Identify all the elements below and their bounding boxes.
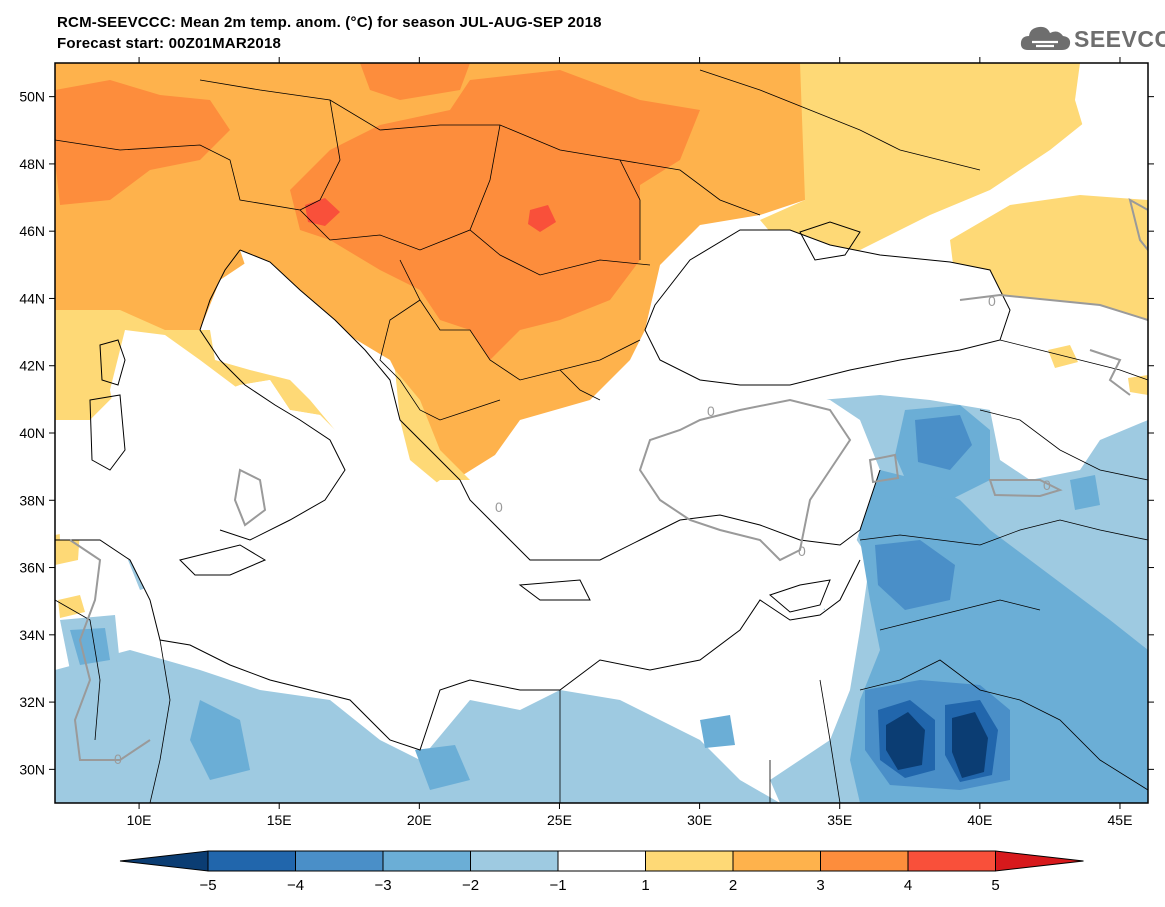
lon-tick-label: 30E — [687, 812, 712, 828]
cloud-icon — [1020, 26, 1071, 50]
lon-tick-label: 45E — [1108, 812, 1133, 828]
colorbar-segment — [732, 850, 821, 872]
lat-tick-label: 46N — [19, 223, 45, 239]
colorbar-label: −3 — [374, 877, 391, 894]
colorbar-segment — [207, 850, 296, 872]
colorbar-segment — [119, 850, 209, 872]
longitude-axis: 10E 15E 20E 25E 30E 35E 40E 45E — [127, 57, 1133, 828]
anomaly-fields — [55, 63, 1148, 803]
colorbar-label: 3 — [816, 877, 824, 894]
warm-anomaly-region — [55, 80, 230, 205]
lat-tick-label: 32N — [19, 694, 45, 710]
caspian-sea — [1075, 63, 1148, 200]
cool-anomaly-region — [700, 715, 735, 748]
colorbar-label: −4 — [287, 877, 304, 894]
forecast-start-label: Forecast start: 00Z01MAR2018 — [57, 35, 282, 52]
adriatic-sea — [240, 250, 400, 440]
warm-anomaly-region — [1048, 345, 1078, 368]
cool-anomaly-region — [875, 540, 955, 610]
colorbar-label: 5 — [991, 877, 999, 894]
contour-label: 0 — [707, 403, 715, 419]
cool-anomaly-region — [952, 712, 988, 778]
lon-tick-label: 25E — [547, 812, 572, 828]
colorbar-label: −5 — [199, 877, 216, 894]
country-borders — [55, 69, 1148, 803]
colorbar-label: 4 — [904, 877, 912, 894]
lat-tick-label: 30N — [19, 761, 45, 777]
warm-anomaly-region — [290, 70, 700, 360]
cool-anomaly-region — [915, 415, 972, 470]
zero-contour-lines — [69, 198, 1148, 761]
lat-tick-label: 38N — [19, 492, 45, 508]
lon-tick-label: 40E — [967, 812, 992, 828]
cool-anomaly-region — [190, 700, 250, 780]
warm-anomaly-region — [1128, 375, 1148, 395]
warm-anomaly-region — [528, 205, 556, 232]
latitude-axis: 50N 48N 46N 44N 42N 40N 38N 36N 34N 32N 30N — [19, 89, 1154, 777]
lat-tick-label: 40N — [19, 425, 45, 441]
colorbar-label: 1 — [641, 877, 649, 894]
lat-tick-label: 34N — [19, 627, 45, 643]
tyrrhenian-sea — [110, 330, 260, 500]
colorbar-label: −2 — [462, 877, 479, 894]
lon-tick-label: 35E — [827, 812, 852, 828]
black-sea — [645, 230, 1010, 385]
logo-text: SEEVCCC — [1074, 26, 1165, 52]
lat-tick-label: 36N — [19, 560, 45, 576]
colorbar-segment — [820, 850, 909, 872]
contour-labels: 0 0 0 0 0 0 — [114, 293, 1051, 767]
lon-tick-label: 15E — [267, 812, 292, 828]
colorbar-label: −1 — [549, 877, 566, 894]
mediterranean-sea — [55, 330, 880, 750]
lat-tick-label: 48N — [19, 156, 45, 172]
lat-tick-label: 44N — [19, 290, 45, 306]
contour-label: 0 — [1043, 477, 1051, 493]
colorbar: −5 −4 −3 −2 −1 1 2 3 4 5 — [119, 850, 1084, 894]
colorbar-segment — [557, 850, 646, 872]
warm-anomaly-region — [395, 370, 470, 500]
cool-anomaly-region — [886, 712, 925, 770]
seevccc-logo: SEEVCCC — [1018, 20, 1165, 56]
colorbar-segment — [382, 850, 471, 872]
colorbar-label: 2 — [729, 877, 737, 894]
colorbar-segment — [995, 850, 1084, 872]
colorbar-segment — [470, 850, 559, 872]
contour-label: 0 — [495, 499, 503, 515]
colorbar-segment — [645, 850, 734, 872]
contour-label: 0 — [114, 751, 122, 767]
colorbar-segment — [295, 850, 384, 872]
map-title: RCM-SEEVCCC: Mean 2m temp. anom. (°C) fo… — [57, 14, 602, 31]
cool-anomaly-region — [415, 745, 470, 790]
lat-tick-label: 42N — [19, 358, 45, 374]
lat-tick-label: 50N — [19, 89, 45, 105]
warm-anomaly-region — [760, 63, 1148, 265]
warm-anomaly-region — [305, 198, 340, 226]
lon-tick-label: 10E — [127, 812, 152, 828]
warm-anomaly-region — [360, 63, 470, 100]
lon-tick-label: 20E — [407, 812, 432, 828]
warm-anomaly-region — [58, 595, 85, 618]
cool-anomaly-region — [1070, 475, 1100, 510]
contour-label: 0 — [988, 293, 996, 309]
contour-label: 0 — [798, 543, 806, 559]
colorbar-segment — [907, 850, 996, 872]
